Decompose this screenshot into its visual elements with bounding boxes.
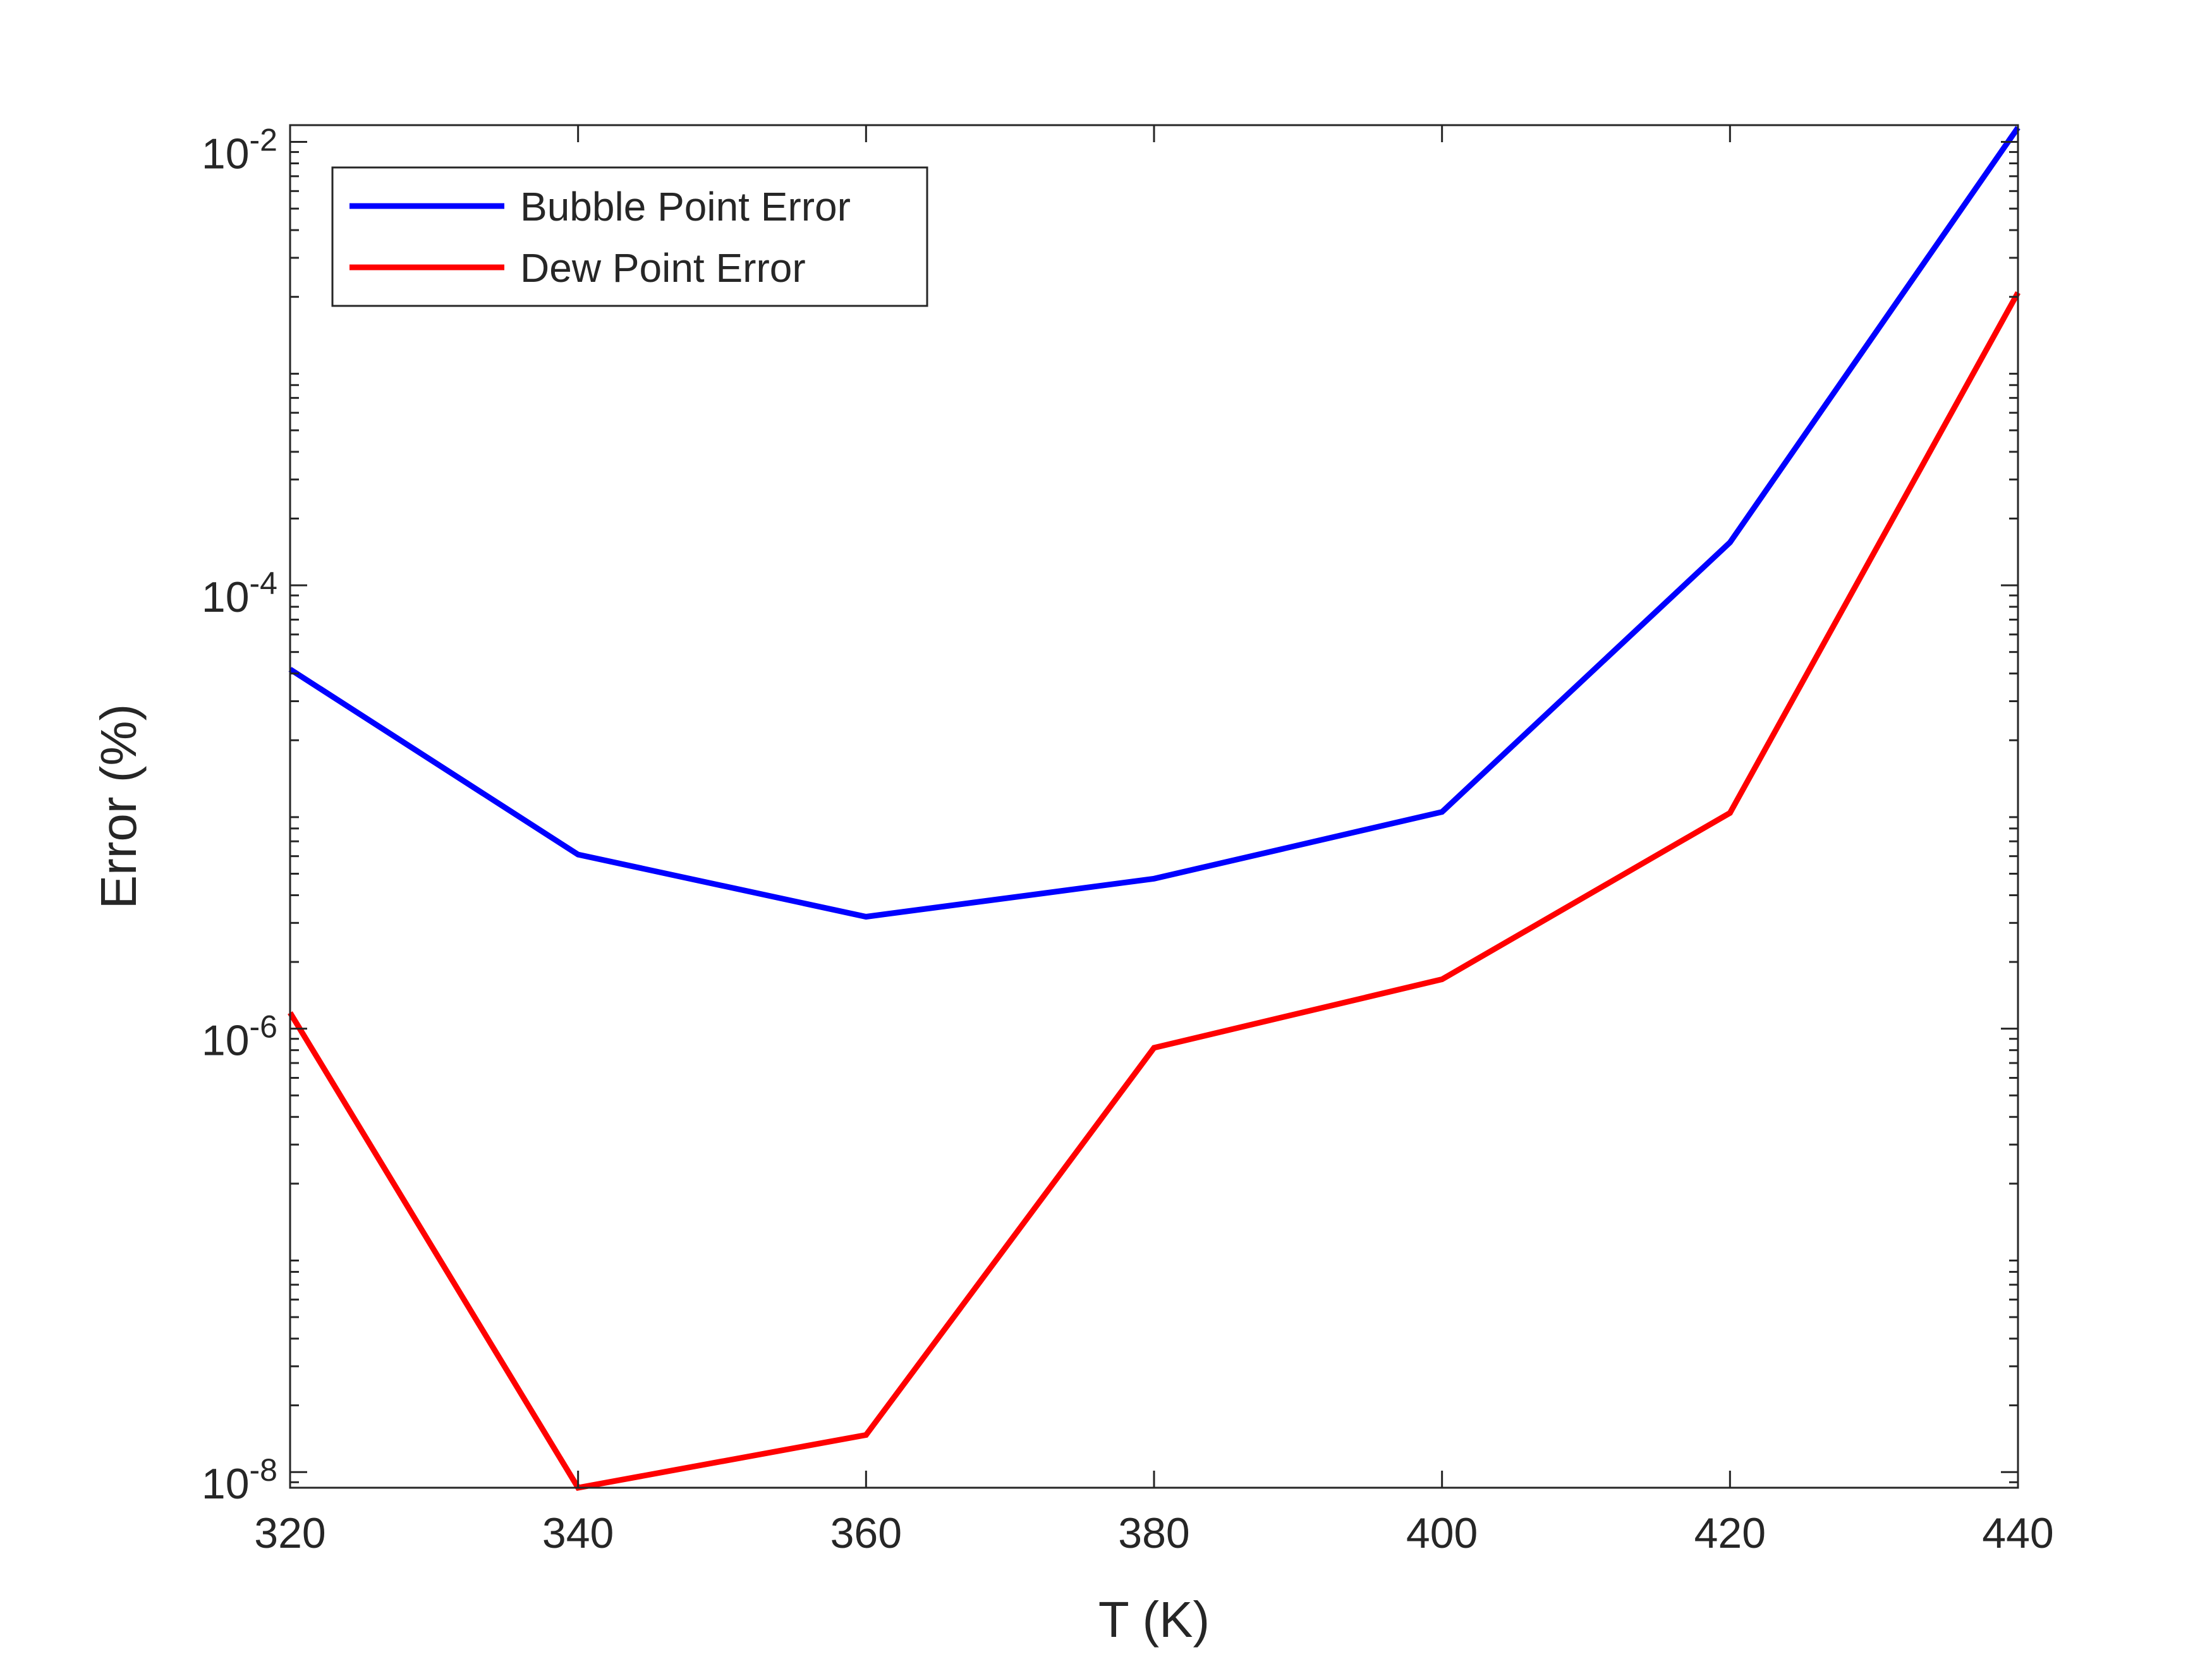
- legend-box: [331, 166, 928, 307]
- legend-label: Bubble Point Error: [520, 184, 851, 229]
- y-tick-label: 10-8: [202, 1452, 277, 1508]
- x-tick-label: 320: [254, 1509, 325, 1557]
- y-tick-label: 10-6: [202, 1009, 277, 1065]
- legend-label: Dew Point Error: [520, 245, 806, 291]
- y-tick-label: 10-4: [202, 566, 277, 621]
- x-tick-label: 440: [1982, 1509, 2053, 1557]
- plot-area: [290, 125, 2018, 1488]
- y-tick-label: 10-2: [202, 123, 277, 178]
- x-tick-label: 340: [542, 1509, 614, 1557]
- x-tick-label: 380: [1118, 1509, 1189, 1557]
- x-axis-label: T (K): [1098, 1591, 1210, 1648]
- x-tick-label: 400: [1406, 1509, 1478, 1557]
- x-tick-label: 360: [830, 1509, 902, 1557]
- y-axis-label: Error (%): [90, 704, 147, 909]
- series-line: [288, 126, 2021, 920]
- x-tick-label: 420: [1694, 1509, 1766, 1557]
